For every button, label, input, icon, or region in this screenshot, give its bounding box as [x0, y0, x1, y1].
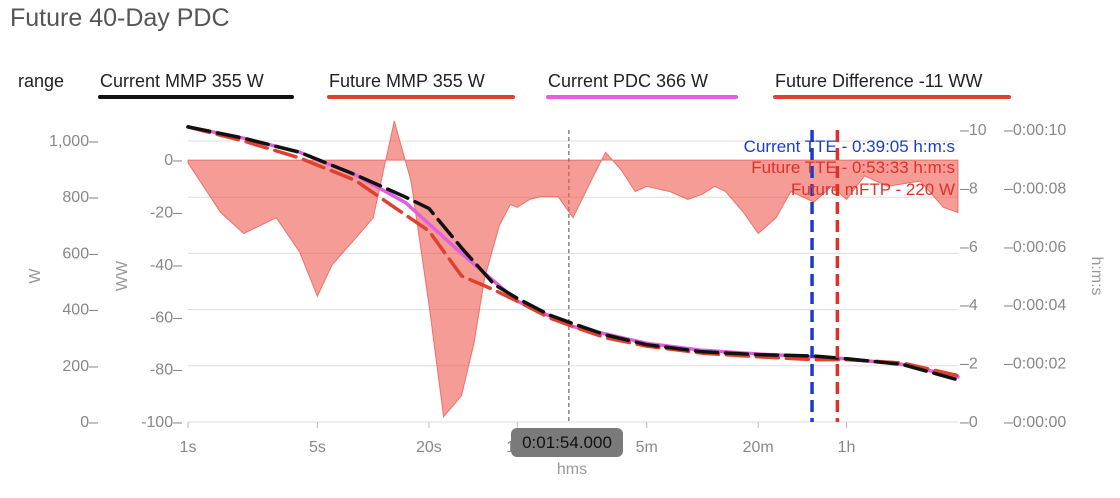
- ww-axis-tick-label: -40–: [150, 257, 182, 274]
- legend-swatch: [546, 95, 738, 99]
- legend-label: Current MMP 355 W: [100, 71, 264, 91]
- w-axis-tick-label: 800–: [62, 189, 98, 206]
- right-axis-tick-label: –0: [960, 414, 978, 431]
- hms-axis-label: h:m:s: [1088, 256, 1105, 295]
- legend-swatch: [98, 95, 294, 99]
- right-axis-tick-label: –10: [960, 122, 987, 139]
- right-axis-tick-label: –2: [960, 356, 978, 373]
- right-axis-tick-label: –8: [960, 180, 978, 197]
- w-axis-tick-label: 200–: [62, 358, 98, 375]
- w-axis-label: W: [27, 268, 44, 284]
- hms-axis-tick-label: –0:00:02: [1004, 356, 1066, 373]
- x-axis-label: hms: [557, 461, 587, 478]
- legend-label: Future MMP 355 W: [329, 71, 485, 91]
- legend-swatch: [773, 95, 1011, 99]
- annotation-future-tte: Future TTE - 0:53:33 h:m:s: [751, 158, 955, 177]
- x-tick-label: 20s: [416, 439, 442, 456]
- ww-axis-label: WW: [114, 260, 131, 291]
- x-tick-label: 5m: [636, 439, 658, 456]
- w-axis-tick-label: 600–: [62, 245, 98, 262]
- legend-item-future-mmp[interactable]: Future MMP 355 W: [327, 71, 515, 99]
- x-tick-label: 1h: [838, 439, 856, 456]
- legend: range Current MMP 355 W Future MMP 355 W…: [0, 71, 1120, 101]
- tte-markers: [810, 130, 840, 422]
- cursor-time-label: 0:01:54.000: [511, 428, 623, 457]
- x-tick-label: 20m: [743, 439, 774, 456]
- series-lines: [186, 125, 960, 382]
- legend-label: Future Difference -11 WW: [775, 71, 983, 91]
- ww-axis-tick-label: -100–: [141, 414, 182, 431]
- annotation-future-mftp: Future mFTP - 220 W: [791, 180, 955, 199]
- ww-axis-tick-label: 0–: [164, 152, 182, 169]
- axis-ticks: 1s5s20s1m5m20m1h1,000–800–600–400–200–0–…: [49, 122, 1066, 456]
- legend-item-current-pdc[interactable]: Current PDC 366 W: [546, 71, 738, 99]
- hms-axis-tick-label: –0:00:08: [1004, 180, 1066, 197]
- hms-axis-tick-label: –0:00:06: [1004, 239, 1066, 256]
- hms-axis-tick-label: –0:00:00: [1004, 414, 1066, 431]
- ww-axis-tick-label: -80–: [150, 362, 182, 379]
- right-axis-tick-label: –6: [960, 239, 978, 256]
- chart-title: Future 40-Day PDC: [10, 4, 230, 32]
- hms-axis-tick-label: –0:00:04: [1004, 297, 1066, 314]
- legend-item-future-difference[interactable]: Future Difference -11 WW: [773, 71, 1011, 99]
- annotation-current-tte: Current TTE - 0:39:05 h:m:s: [744, 137, 955, 156]
- ww-axis-tick-label: -60–: [150, 309, 182, 326]
- annotations: Current TTE - 0:39:05 h:m:s Future TTE - …: [744, 137, 955, 199]
- right-axis-tick-label: –4: [960, 297, 978, 314]
- series-line-future-mmp: [186, 125, 960, 378]
- legend-item-current-mmp[interactable]: Current MMP 355 W: [98, 71, 294, 99]
- x-tick-label: 1s: [180, 439, 197, 456]
- ww-axis-tick-label: -20–: [150, 205, 182, 222]
- x-tick-label: 5s: [309, 439, 326, 456]
- w-axis-tick-label: 0–: [80, 414, 98, 431]
- legend-range-label[interactable]: range: [18, 71, 65, 91]
- w-axis-tick-label: 400–: [62, 302, 98, 319]
- w-axis-tick-label: 1,000–: [49, 133, 98, 150]
- legend-label: Current PDC 366 W: [548, 71, 709, 91]
- legend-swatch: [327, 95, 515, 99]
- difference-area: [187, 120, 959, 418]
- difference-area-series: [187, 120, 959, 418]
- hms-axis-tick-label: –0:00:10: [1004, 122, 1066, 139]
- series-line-current-mmp: [186, 125, 960, 382]
